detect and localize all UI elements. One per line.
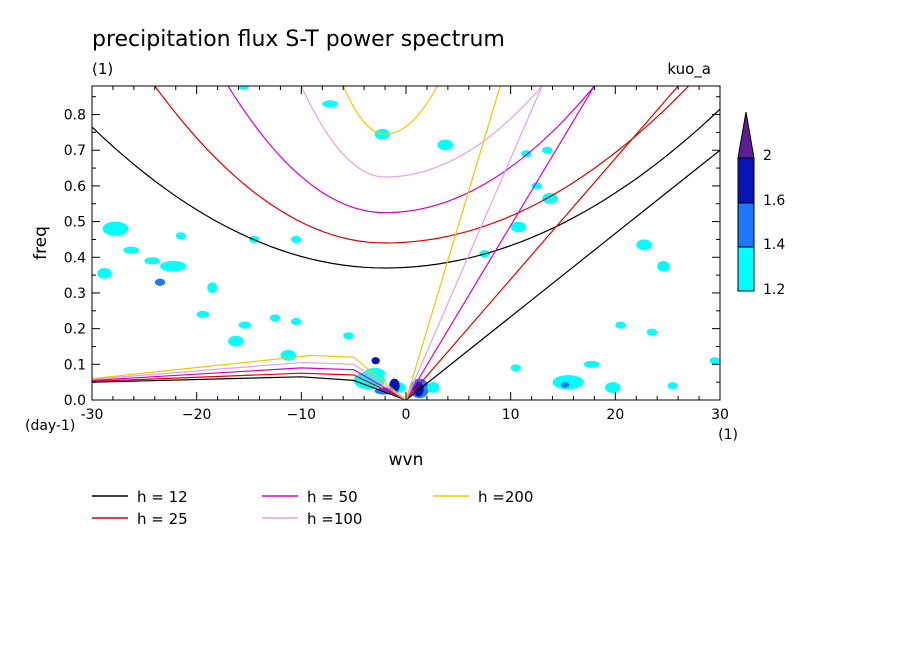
colorbar-arrow (737, 111, 755, 159)
spectrum-patch (280, 350, 297, 361)
spectrum-contours (97, 86, 720, 399)
spectrum-patch (437, 139, 454, 151)
x-tick-label: 10 (502, 407, 520, 423)
kelvin-wave-curve-h200 (405, 86, 501, 400)
dispersion-curves (92, 86, 720, 400)
inertia-gravity-curve-h50 (227, 86, 595, 214)
x-tick-label: 20 (606, 407, 624, 423)
spectrum-patch (646, 328, 658, 336)
kelvin-wave-curve-h50 (405, 86, 595, 400)
spectrum-patch (160, 260, 187, 272)
x-tick-label: 30 (711, 407, 729, 423)
y-tick-label: 0.8 (64, 108, 86, 124)
spectrum-patch (371, 357, 380, 365)
spectrum-patch (123, 246, 140, 254)
y-tick-label: 0.0 (64, 393, 86, 409)
y-axis-label: freq (31, 226, 51, 260)
spectrum-patch (102, 221, 129, 236)
x-tick-label: -30 (81, 407, 104, 423)
colorbar-label: 1.4 (763, 237, 785, 253)
spectrum-patch (636, 239, 652, 251)
spectrum-patch (583, 360, 600, 368)
x-unit-label: (1) (718, 427, 738, 443)
mixed-rossby-gravity-curve-h25 (92, 372, 407, 400)
inertia-gravity-curve-h200 (342, 86, 438, 135)
chart-subtitle-left: (1) (92, 60, 113, 78)
x-tick-label: −10 (287, 407, 317, 423)
legend-label: h =200 (478, 488, 533, 506)
spectrum-patch (322, 100, 338, 108)
legend-label: h = 12 (137, 488, 188, 506)
colorbar-box (737, 246, 755, 292)
spectrum-patch (604, 382, 621, 393)
legend-label: h =100 (307, 510, 362, 528)
mixed-rossby-gravity-curve-h50 (92, 367, 407, 400)
spectrum-patch (510, 221, 527, 233)
spectrum-patch (290, 317, 302, 326)
spectrum-patch (228, 335, 244, 347)
mixed-rossby-gravity-curve-h100 (92, 361, 407, 400)
kelvin-wave-curve-h100 (405, 86, 543, 400)
colorbar-label: 1.6 (763, 193, 785, 209)
y-tick-label: 0.5 (64, 215, 86, 231)
legend-label: h = 50 (307, 488, 358, 506)
spectrum-patch (97, 267, 112, 279)
spectrum-patch (269, 314, 281, 322)
spectrum-patch (542, 193, 558, 204)
spectrum-patch (290, 235, 302, 244)
spectrum-patch (238, 86, 249, 90)
spectrum-patch (426, 382, 440, 393)
y-tick-label: 0.6 (64, 179, 86, 195)
spectrum-patch (615, 321, 626, 329)
spectrum-patch (207, 282, 218, 293)
colorbar-label: 1.2 (763, 282, 785, 298)
inertia-gravity-curve-h100 (300, 86, 543, 178)
x-axis-label: wvn (389, 450, 424, 470)
chart-subtitle-right: kuo_a (667, 60, 711, 79)
y-tick-label: 0.3 (64, 286, 86, 302)
spectrum-patch (510, 364, 522, 372)
plot-axes: -30 −20 −10 0 10 20 30 0.0 0.1 0.2 0.3 0.4 0.5 0.6 0.7… (64, 85, 729, 423)
kelvin-wave-curve-h12 (405, 149, 720, 400)
colorbar: 1.2 1.4 1.6 2 (737, 111, 785, 298)
colorbar-box (737, 157, 755, 204)
x-tick-label: 0 (402, 407, 411, 423)
colorbar-box (737, 202, 755, 248)
y-tick-label: 0.7 (64, 143, 86, 159)
legend-label: h = 25 (137, 510, 188, 528)
spectrum-patch (552, 375, 584, 390)
x-tick-label: −20 (182, 407, 212, 423)
inertia-gravity-curve-h25 (154, 86, 690, 244)
spectrum-patch (542, 146, 553, 154)
mixed-rossby-gravity-curve-h200 (92, 354, 407, 400)
spectrum-patch (709, 357, 720, 365)
spectrum-patch (560, 382, 570, 388)
spectrum-patch (343, 332, 354, 340)
inertia-gravity-curve-h12 (92, 108, 720, 269)
spectrum-patch (144, 257, 161, 265)
colorbar-label: 2 (763, 148, 772, 164)
chart-title: precipitation flux S-T power spectrum (92, 27, 505, 52)
dispersion-legend: h = 12 h = 25 h = 50 h =100 h =200 (92, 488, 533, 528)
spectrum-patch (154, 278, 166, 286)
y-unit-label: (day-1) (25, 418, 75, 434)
spectrum-patch (667, 382, 679, 390)
y-tick-label: 0.4 (64, 250, 86, 266)
spectrum-patch (196, 310, 210, 318)
spectrum-patch (175, 232, 187, 240)
spectrum-patch (657, 260, 670, 272)
mixed-rossby-gravity-curve-h12 (92, 376, 407, 400)
spectrum-patch (531, 182, 543, 190)
y-tick-label: 0.2 (64, 322, 86, 338)
y-tick-label: 0.1 (64, 357, 86, 373)
spectrum-patch (238, 321, 252, 329)
plot-frame (91, 85, 721, 401)
spectrum-patch (389, 378, 400, 393)
